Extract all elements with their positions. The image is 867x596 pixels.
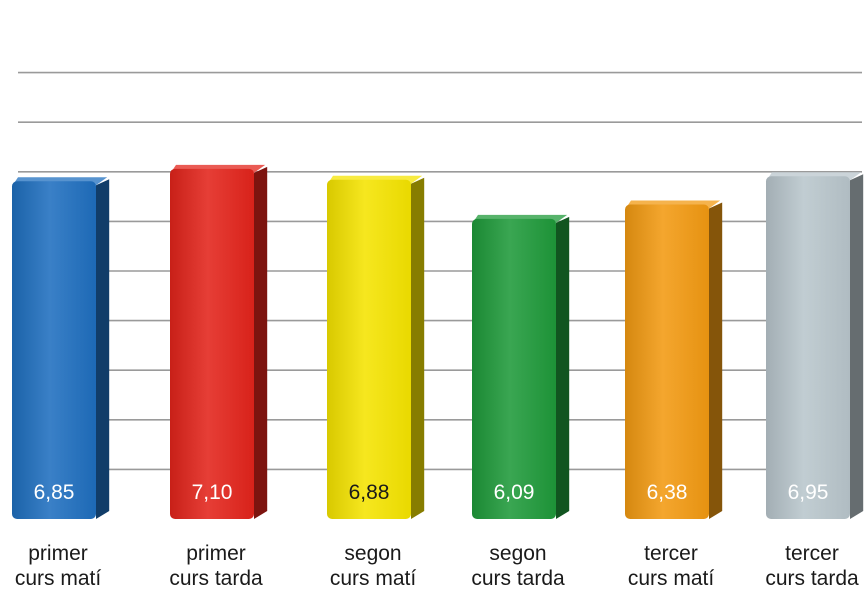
category-label: tercer [644, 542, 698, 565]
bars: 6,85 7,10 6,88 6,09 6,38 6,95 [12, 164, 864, 520]
bar-2 [327, 175, 425, 519]
bar-front-face [766, 176, 850, 519]
bar-side-face [850, 174, 864, 519]
bar-value-label: 6,09 [494, 481, 535, 504]
category-label: curs tarda [169, 567, 263, 590]
bar-value-label: 7,10 [192, 481, 233, 504]
bar-0 [12, 177, 110, 520]
bar-side-face [96, 179, 110, 520]
grid-lines [18, 71, 862, 471]
category-label: primer [186, 542, 246, 565]
bar-side-face [556, 216, 570, 519]
category-label: curs tarda [471, 567, 565, 590]
category-label: curs matí [628, 567, 715, 590]
bar-front-face [327, 179, 411, 519]
bar-value-label: 6,85 [34, 481, 75, 504]
bar-side-face [709, 202, 723, 519]
bar-front-face [170, 168, 254, 519]
category-label: tercer [785, 542, 839, 565]
bar-side-face [254, 166, 268, 519]
bar-side-face [411, 177, 425, 519]
category-label: segon [489, 542, 546, 565]
category-label: curs matí [15, 567, 102, 590]
bar-3 [472, 214, 570, 519]
bar-value-label: 6,95 [788, 481, 829, 504]
bar-value-label: 6,38 [647, 481, 688, 504]
bar-front-face [12, 181, 96, 520]
category-label: segon [344, 542, 401, 565]
category-label: curs matí [330, 567, 417, 590]
bar-1 [170, 164, 268, 519]
bar-4 [625, 200, 723, 519]
bar-front-face [625, 204, 709, 519]
category-label: curs tarda [765, 567, 859, 590]
bar-value-label: 6,88 [349, 481, 390, 504]
bar-front-face [472, 218, 556, 519]
bar-5 [766, 172, 864, 519]
category-label: primer [28, 542, 88, 565]
